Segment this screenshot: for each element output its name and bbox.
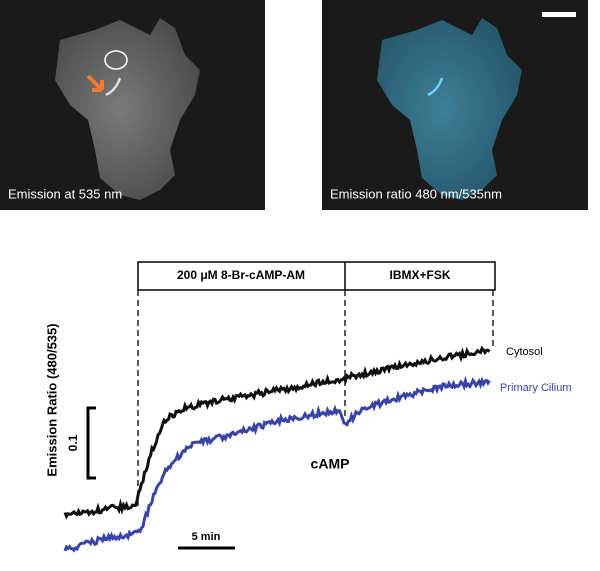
- micrograph-ratio: Emission ratio 480 nm/535nm: [322, 0, 588, 210]
- roi-circle: [104, 50, 128, 70]
- stimulus-box: [137, 261, 496, 291]
- trace: [63, 345, 491, 520]
- ratio-scale-label: 0.1: [66, 434, 80, 451]
- micrograph-535: Emission at 535 nm: [0, 0, 265, 210]
- cilium: [427, 77, 444, 97]
- cilium: [105, 77, 122, 97]
- trace: [63, 375, 491, 553]
- trace-label: Cytosol: [506, 346, 543, 358]
- trace-label: Primary Cilium: [500, 382, 572, 394]
- traces: [63, 345, 491, 553]
- image-label: Emission at 535 nm: [8, 186, 122, 201]
- stimulus-label: 200 μM 8-Br-cAMP-AM: [177, 268, 305, 282]
- y-label: Emission Ratio (480/535): [44, 323, 59, 476]
- image-label: Emission ratio 480 nm/535nm: [330, 186, 502, 201]
- annotation: cAMP: [311, 456, 350, 472]
- stimulus-label: IBMX+FSK: [389, 268, 450, 282]
- ratio-scale-bar: [86, 406, 96, 480]
- stimulus-lines: [137, 290, 494, 510]
- arrow: [86, 74, 104, 92]
- scale-bar: [542, 12, 576, 17]
- time-scale-label: 5 min: [192, 531, 221, 543]
